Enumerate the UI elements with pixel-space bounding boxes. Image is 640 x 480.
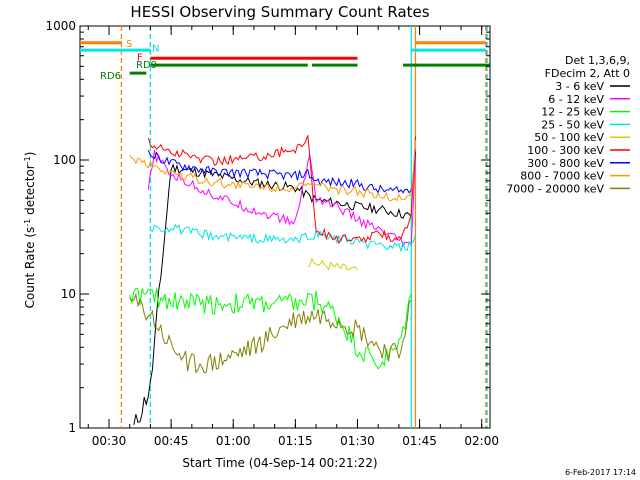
timestamp: 6-Feb-2017 17:14 xyxy=(565,468,636,477)
y-tick-label: 10 xyxy=(61,287,76,301)
series-line xyxy=(133,163,412,425)
x-tick-label: 01:30 xyxy=(340,434,375,448)
attenuator-flags: S NF RD6 RD9 xyxy=(80,39,490,82)
x-tick-label: 00:30 xyxy=(92,434,127,448)
y-label-text: ) xyxy=(23,152,37,157)
flag-label: S xyxy=(126,39,132,50)
legend-entry-label: 300 - 800 keV xyxy=(527,157,604,170)
legend-header: FDecim 2, Att 0 xyxy=(545,67,630,80)
x-axis: 00:30 00:45 01:00 01:15 01:30 01:45 02:00 xyxy=(87,26,499,448)
series-line xyxy=(129,292,412,374)
legend-entry-label: 6 - 12 keV xyxy=(548,93,604,106)
legend-entry-label: 25 - 50 keV xyxy=(541,118,604,131)
y-tick-label: 1000 xyxy=(45,19,76,33)
flag-label: F xyxy=(137,53,143,64)
series-line xyxy=(147,149,416,248)
legend-header: Det 1,3,6,9, xyxy=(565,54,630,67)
x-tick-label: 01:15 xyxy=(278,434,313,448)
y-axis: 1 10 100 1000 xyxy=(45,19,490,435)
y-tick-label: 100 xyxy=(53,153,76,167)
series-line xyxy=(307,257,358,271)
x-tick-label: 00:45 xyxy=(154,434,189,448)
y-label-text: detector xyxy=(23,164,37,219)
plot-frame xyxy=(79,25,491,429)
flag-label: RD9 xyxy=(136,60,157,71)
series-line xyxy=(147,149,416,195)
legend-entry-label: 7000 - 20000 keV xyxy=(506,182,604,195)
series-line xyxy=(147,135,416,245)
reference-lines xyxy=(120,26,488,428)
y-label-text: Count Rate (s xyxy=(23,227,37,309)
series-line xyxy=(150,223,416,252)
series-lines xyxy=(129,135,416,425)
chart-title: HESSI Observing Summary Count Rates xyxy=(130,3,429,21)
series-line xyxy=(129,140,416,202)
y-label-superscript: -1 xyxy=(23,219,32,227)
x-axis-label: Start Time (04-Sep-14 00:21:22) xyxy=(182,456,377,470)
series-line xyxy=(129,287,412,370)
legend-entry-label: 100 - 300 keV xyxy=(527,144,604,157)
x-tick-label: 01:45 xyxy=(402,434,437,448)
y-axis-label: Count Rate (s-1 detector-1) xyxy=(23,152,38,309)
x-tick-label: 02:00 xyxy=(464,434,499,448)
y-label-superscript: -1 xyxy=(23,156,32,164)
legend-entry-label: 800 - 7000 keV xyxy=(520,170,604,183)
plot-area xyxy=(79,25,491,429)
flag-label: RD6 xyxy=(100,71,121,82)
x-tick-label: 01:00 xyxy=(216,434,251,448)
y-tick-label: 1 xyxy=(68,421,76,435)
legend-entry-label: 50 - 100 keV xyxy=(534,131,604,144)
legend-entry-label: 3 - 6 keV xyxy=(555,80,604,93)
legend-entry-label: 12 - 25 keV xyxy=(541,106,604,119)
flag-label: N xyxy=(152,43,159,54)
